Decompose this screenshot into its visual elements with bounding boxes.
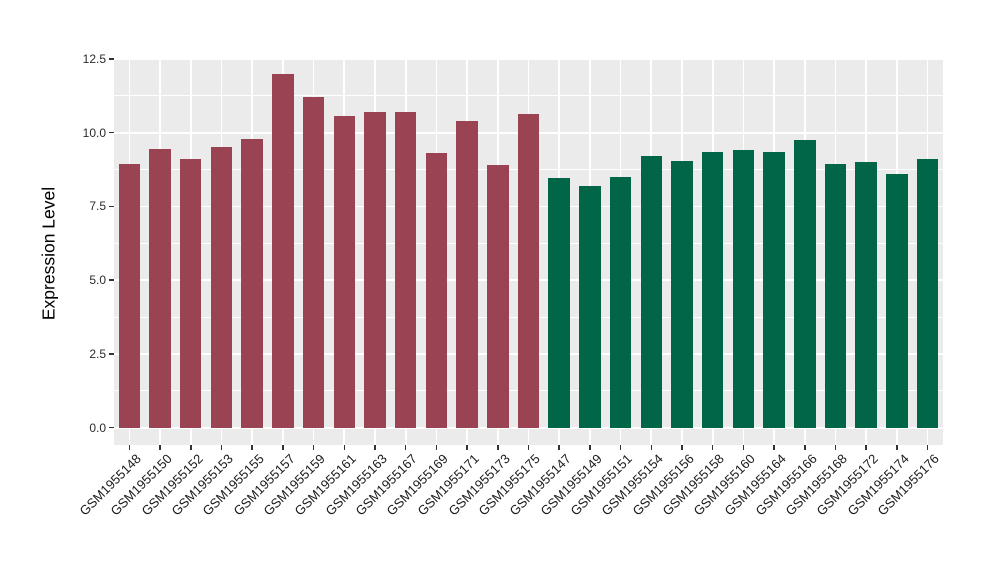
- x-tick-mark: [558, 445, 560, 450]
- x-tick-mark: [681, 445, 683, 450]
- x-tick-mark: [711, 445, 714, 450]
- bar-GSM1955167: [394, 112, 417, 428]
- y-tick-mark: [109, 58, 114, 60]
- y-axis-title: Expression Level: [38, 186, 59, 321]
- y-tick-label: 5.0: [89, 273, 106, 288]
- x-tick-mark: [251, 445, 253, 450]
- bar-GSM1955150: [149, 148, 171, 428]
- x-tick-mark: [742, 445, 745, 450]
- bar-GSM1955163: [364, 112, 386, 428]
- x-tick-mark: [282, 445, 284, 450]
- x-tick-mark: [343, 445, 346, 450]
- bar-GSM1955171: [456, 120, 478, 428]
- bar-GSM1955155: [241, 138, 263, 428]
- bar-GSM1955158: [701, 151, 724, 428]
- x-tick-mark: [896, 445, 898, 450]
- y-tick-mark: [109, 205, 114, 208]
- x-tick-mark: [159, 445, 161, 450]
- bar-GSM1955154: [640, 156, 663, 428]
- y-tick-label: 7.5: [89, 199, 106, 214]
- bar-GSM1955160: [732, 150, 755, 428]
- bar-GSM1955149: [579, 185, 601, 428]
- y-tick-mark: [109, 131, 114, 134]
- x-tick-mark: [834, 445, 837, 450]
- y-tick-mark: [109, 353, 114, 355]
- x-tick-mark: [466, 445, 468, 450]
- x-tick-mark: [220, 445, 223, 450]
- bar-GSM1955169: [425, 153, 448, 428]
- bar-GSM1955173: [487, 165, 509, 428]
- bar-GSM1955166: [794, 140, 816, 428]
- x-tick-mark: [374, 445, 376, 450]
- y-tick-label: 10.0: [82, 125, 106, 140]
- x-tick-mark: [404, 445, 407, 450]
- y-tick-mark: [109, 426, 114, 429]
- bar-GSM1955161: [333, 116, 356, 428]
- y-tick-label: 12.5: [82, 51, 106, 66]
- bar-GSM1955152: [180, 159, 202, 428]
- x-tick-mark: [497, 445, 499, 450]
- x-tick-mark: [650, 445, 653, 450]
- x-tick-mark: [435, 445, 438, 450]
- x-tick-mark: [773, 445, 775, 450]
- bar-GSM1955175: [517, 113, 540, 428]
- x-tick-mark: [619, 445, 622, 450]
- bar-GSM1955156: [671, 160, 693, 428]
- bar-GSM1955168: [824, 163, 847, 428]
- bar-GSM1955147: [548, 178, 570, 428]
- bar-GSM1955164: [763, 151, 785, 428]
- bar-GSM1955174: [886, 174, 908, 428]
- x-tick-mark: [312, 445, 315, 450]
- bar-GSM1955172: [855, 162, 877, 428]
- bar-GSM1955153: [210, 147, 233, 428]
- x-tick-mark: [589, 445, 591, 450]
- x-tick-mark: [804, 445, 806, 450]
- y-tick-mark: [109, 279, 114, 281]
- x-tick-mark: [926, 445, 929, 450]
- bar-GSM1955148: [118, 163, 141, 428]
- y-tick-label: 2.5: [89, 346, 106, 361]
- x-tick-mark: [865, 445, 867, 450]
- y-tick-label: 0.0: [89, 420, 106, 435]
- x-tick-mark: [128, 445, 131, 450]
- plot-panel: [114, 58, 943, 445]
- bar-GSM1955157: [272, 73, 294, 428]
- x-tick-mark: [190, 445, 192, 450]
- bar-GSM1955151: [609, 176, 632, 428]
- bar-GSM1955176: [916, 159, 939, 428]
- bar-GSM1955159: [302, 97, 325, 428]
- x-tick-mark: [527, 445, 530, 450]
